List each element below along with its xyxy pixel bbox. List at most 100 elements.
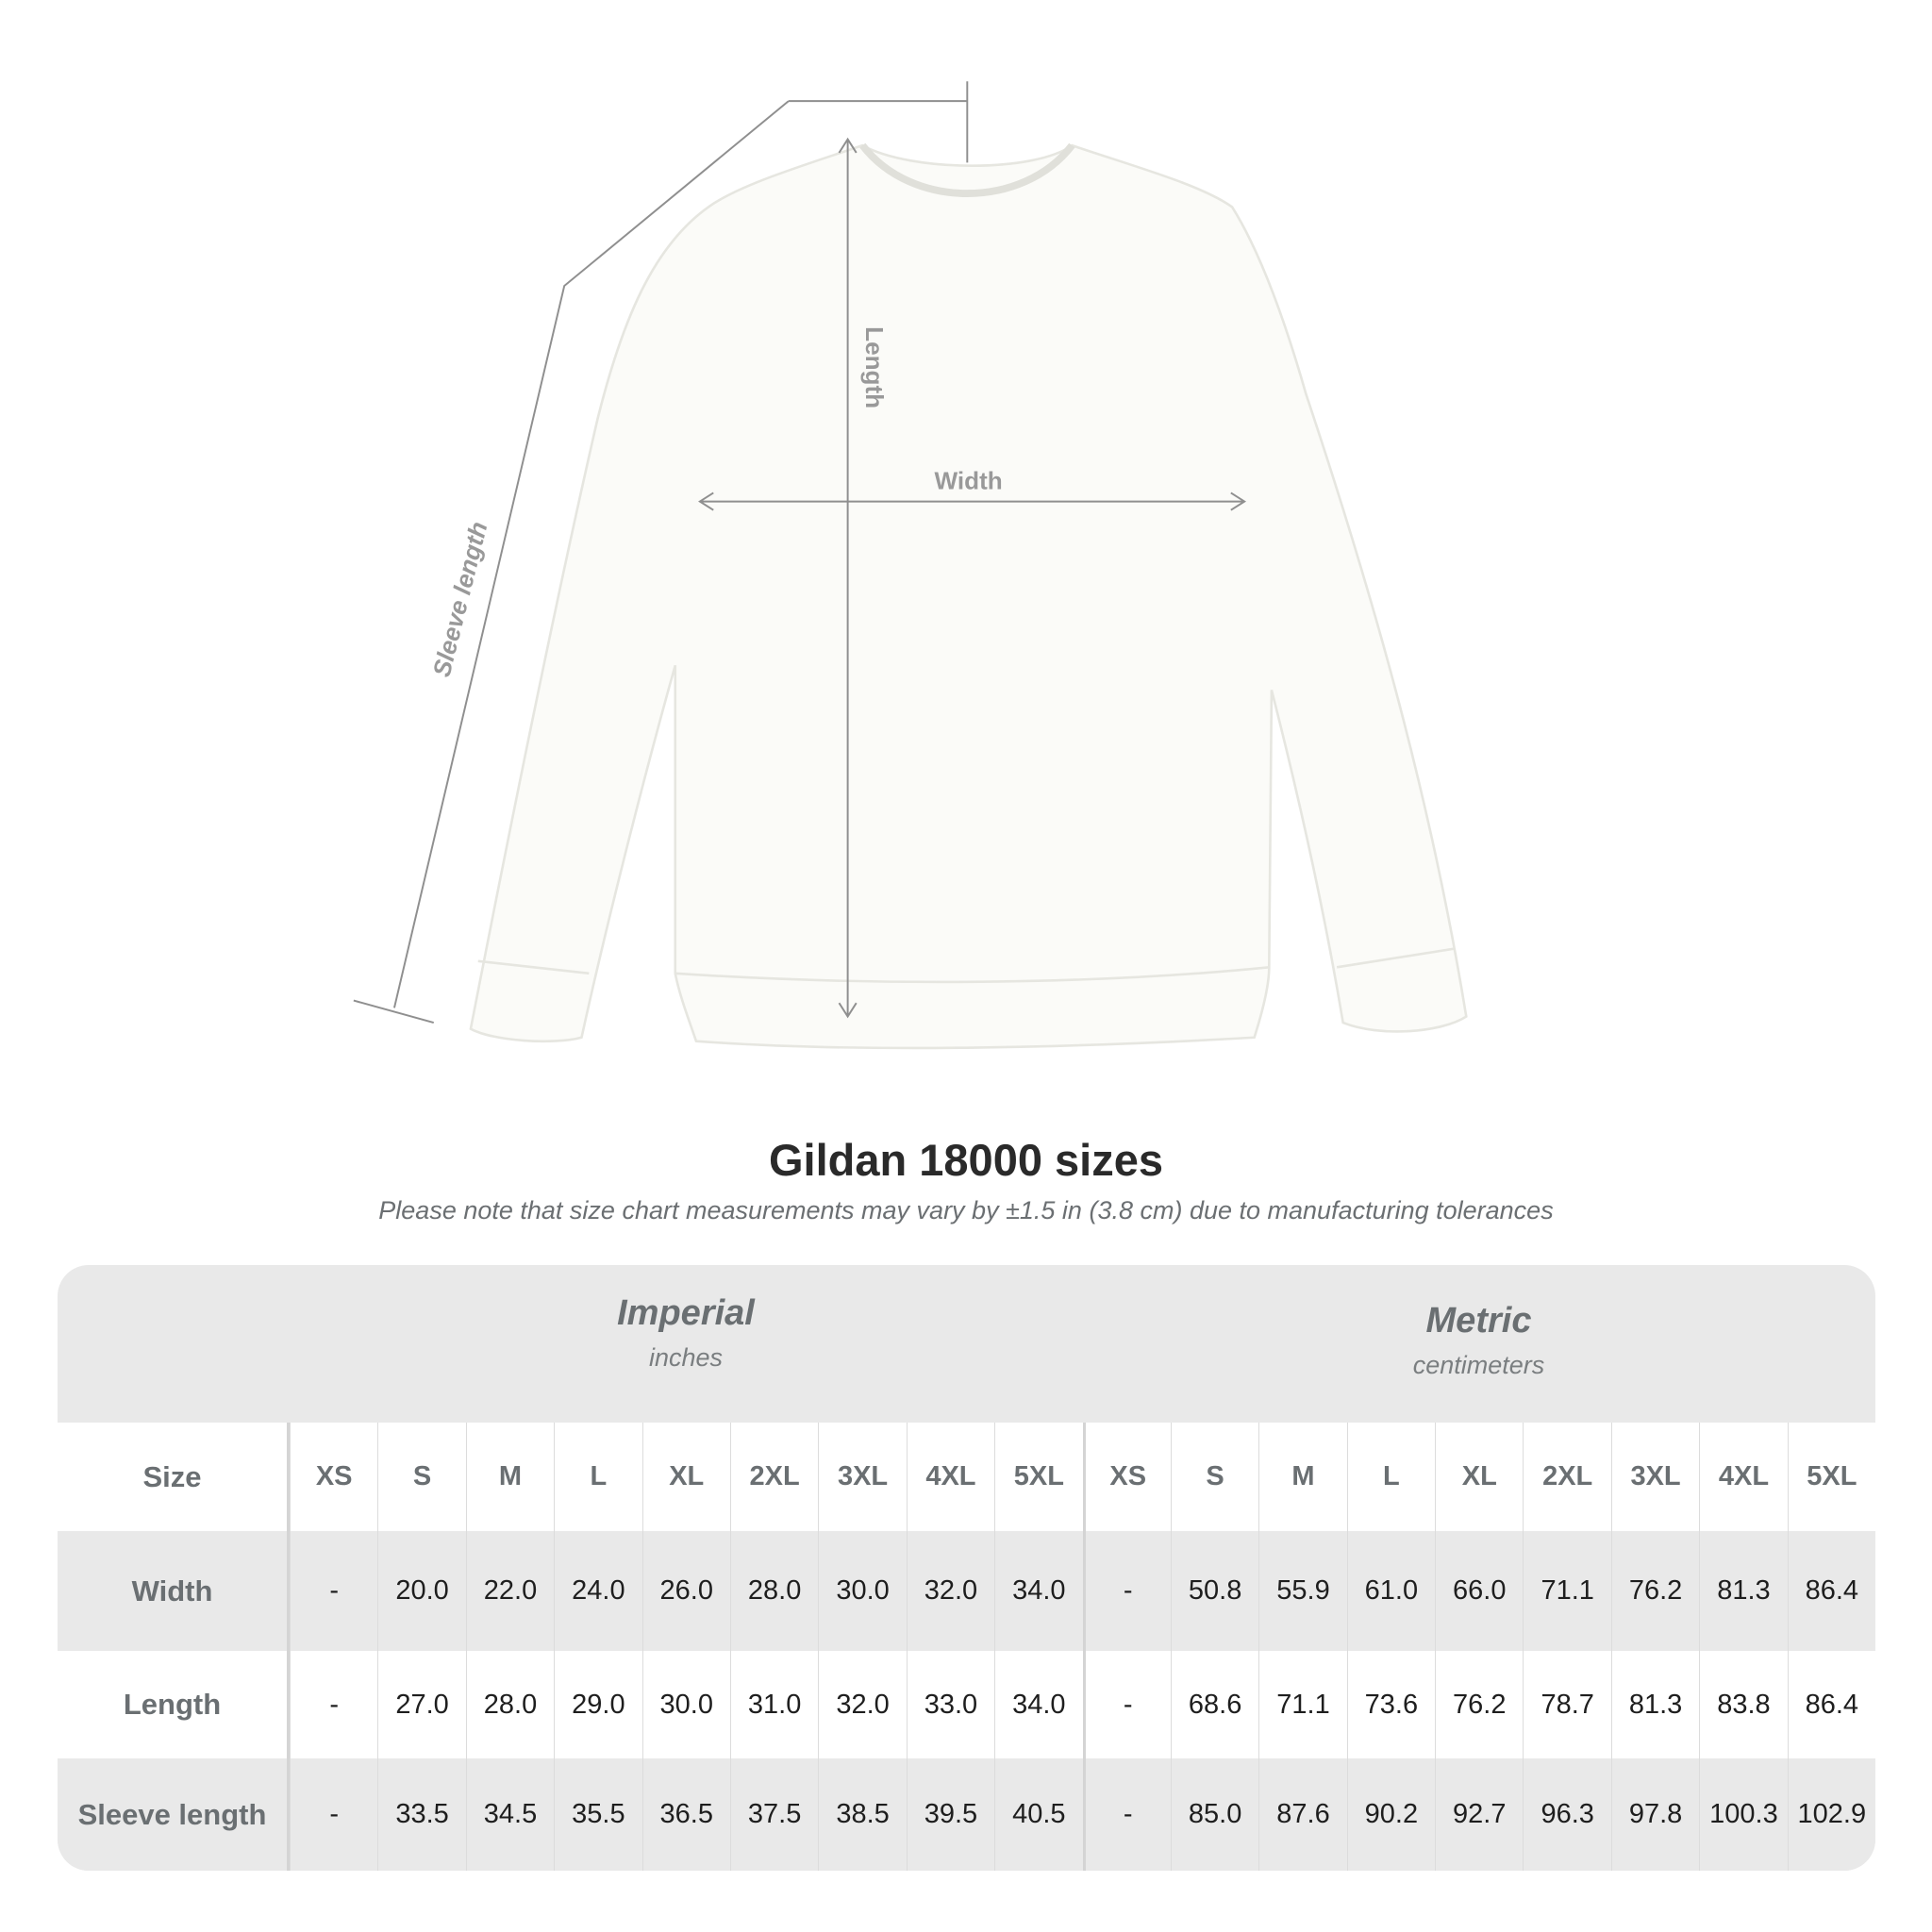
collar (859, 142, 1075, 197)
metric-size-header: L (1346, 1423, 1435, 1531)
metric-unit: centimeters (1412, 1351, 1545, 1379)
metric-header: Metric centimeters (1082, 1265, 1875, 1423)
imperial-value-cell: 32.0 (906, 1531, 994, 1651)
imperial-size-header: 4XL (906, 1423, 994, 1531)
row-label: Size (58, 1423, 290, 1531)
metric-value-cell: 83.8 (1699, 1651, 1787, 1758)
length-label: Length (860, 326, 889, 408)
metric-value-cell: 102.9 (1787, 1758, 1875, 1871)
imperial-title: Imperial (617, 1293, 755, 1333)
size-header-row: Size XS S M L XL 2XL 3XL 4XL 5XL XS S M L XL 2XL 3XL 4XL 5… (58, 1423, 1875, 1531)
metric-value-cell: 68.6 (1170, 1651, 1258, 1758)
metric-size-header: 3XL (1610, 1423, 1699, 1531)
row-label: Length (58, 1651, 290, 1758)
metric-size-header: M (1258, 1423, 1346, 1531)
waist-rib (675, 966, 1270, 984)
metric-value-cell: 81.3 (1610, 1651, 1699, 1758)
metric-size-header: XL (1435, 1423, 1523, 1531)
left-cuff (477, 959, 590, 975)
width-label: Width (934, 467, 1002, 495)
metric-size-header: 2XL (1523, 1423, 1610, 1531)
imperial-value-cell: 40.5 (994, 1758, 1082, 1871)
sleeve-length-line (353, 81, 969, 1024)
imperial-value-cell: 30.0 (641, 1651, 730, 1758)
metric-value-cell: 92.7 (1435, 1758, 1523, 1871)
imperial-value-cell: 20.0 (377, 1531, 465, 1651)
metric-title: Metric (1425, 1301, 1532, 1341)
metric-size-header: 4XL (1699, 1423, 1787, 1531)
imperial-header: Imperial inches (290, 1265, 1082, 1423)
metric-value-cell: - (1082, 1651, 1171, 1758)
imperial-value-cell: 34.0 (994, 1651, 1082, 1758)
metric-value-cell: 86.4 (1787, 1531, 1875, 1651)
imperial-value-cell: 39.5 (906, 1758, 994, 1871)
metric-size-header: S (1170, 1423, 1258, 1531)
metric-value-cell: - (1082, 1758, 1171, 1871)
imperial-value-cell: 35.5 (554, 1758, 641, 1871)
metric-value-cell: 85.0 (1170, 1758, 1258, 1871)
imperial-value-cell: 34.5 (465, 1758, 554, 1871)
imperial-value-cell: - (290, 1531, 377, 1651)
imperial-size-header: 5XL (994, 1423, 1082, 1531)
imperial-size-header: 3XL (818, 1423, 906, 1531)
metric-size-header: XS (1082, 1423, 1171, 1531)
imperial-value-cell: 30.0 (818, 1531, 906, 1651)
length-arrow (838, 137, 858, 1019)
imperial-value-cell: 38.5 (818, 1758, 906, 1871)
imperial-value-cell: 37.5 (729, 1758, 818, 1871)
imperial-value-cell: 27.0 (377, 1651, 465, 1758)
imperial-value-cell: 31.0 (729, 1651, 818, 1758)
table-row-sleeve-length: Sleeve length -33.5 34.5 35.5 36.5 37.5 38.5 39… (58, 1758, 1875, 1871)
metric-value-cell: 55.9 (1258, 1531, 1346, 1651)
metric-value-cell: 71.1 (1523, 1531, 1610, 1651)
sleeve-length-label: Sleeve length (427, 519, 493, 680)
metric-value-cell: 87.6 (1258, 1758, 1346, 1871)
right-cuff (1336, 947, 1455, 969)
metric-value-cell: 86.4 (1787, 1651, 1875, 1758)
tolerance-note: Please note that size chart measurements… (378, 1196, 1554, 1224)
metric-value-cell: 90.2 (1346, 1758, 1435, 1871)
sweatshirt-body (469, 143, 1468, 1050)
row-label: Sleeve length (58, 1758, 290, 1871)
imperial-size-header: L (554, 1423, 641, 1531)
imperial-value-cell: 26.0 (641, 1531, 730, 1651)
metric-value-cell: 96.3 (1523, 1758, 1610, 1871)
metric-value-cell: 50.8 (1170, 1531, 1258, 1651)
metric-value-cell: 61.0 (1346, 1531, 1435, 1651)
imperial-value-cell: 24.0 (554, 1531, 641, 1651)
metric-value-cell: 78.7 (1523, 1651, 1610, 1758)
imperial-size-header: XS (290, 1423, 377, 1531)
imperial-value-cell: 36.5 (641, 1758, 730, 1871)
metric-value-cell: 76.2 (1435, 1651, 1523, 1758)
imperial-value-cell: 34.0 (994, 1531, 1082, 1651)
sweatshirt (469, 142, 1468, 1050)
imperial-value-cell: - (290, 1651, 377, 1758)
row-label: Width (58, 1531, 290, 1651)
metric-value-cell: 66.0 (1435, 1531, 1523, 1651)
metric-value-cell: - (1082, 1531, 1171, 1651)
metric-value-cell: 71.1 (1258, 1651, 1346, 1758)
size-table: Imperial inches Metric centimeters Size X… (58, 1265, 1875, 1871)
metric-value-cell: 76.2 (1610, 1531, 1699, 1651)
imperial-value-cell: 32.0 (818, 1651, 906, 1758)
imperial-value-cell: 33.0 (906, 1651, 994, 1758)
measurement-lines (353, 81, 1247, 1024)
page-title: Gildan 18000 sizes (768, 1135, 1164, 1185)
table-row-length: Length -27.0 28.0 29.0 30.0 31.0 32.0 33.0 34.0-… (58, 1651, 1875, 1758)
metric-value-cell: 97.8 (1610, 1758, 1699, 1871)
imperial-size-header: 2XL (729, 1423, 818, 1531)
imperial-value-cell: 28.0 (465, 1651, 554, 1758)
width-arrow (698, 491, 1247, 511)
imperial-value-cell: 28.0 (729, 1531, 818, 1651)
metric-value-cell: 73.6 (1346, 1651, 1435, 1758)
imperial-value-cell: 33.5 (377, 1758, 465, 1871)
imperial-value-cell: - (290, 1758, 377, 1871)
metric-size-header: 5XL (1787, 1423, 1875, 1531)
metric-value-cell: 100.3 (1699, 1758, 1787, 1871)
imperial-value-cell: 22.0 (465, 1531, 554, 1651)
imperial-value-cell: 29.0 (554, 1651, 641, 1758)
metric-value-cell: 81.3 (1699, 1531, 1787, 1651)
imperial-size-header: S (377, 1423, 465, 1531)
imperial-unit: inches (648, 1343, 724, 1372)
table-row-width: Width -20.0 22.0 24.0 26.0 28.0 30.0 32.0 34.0-5… (58, 1531, 1875, 1651)
